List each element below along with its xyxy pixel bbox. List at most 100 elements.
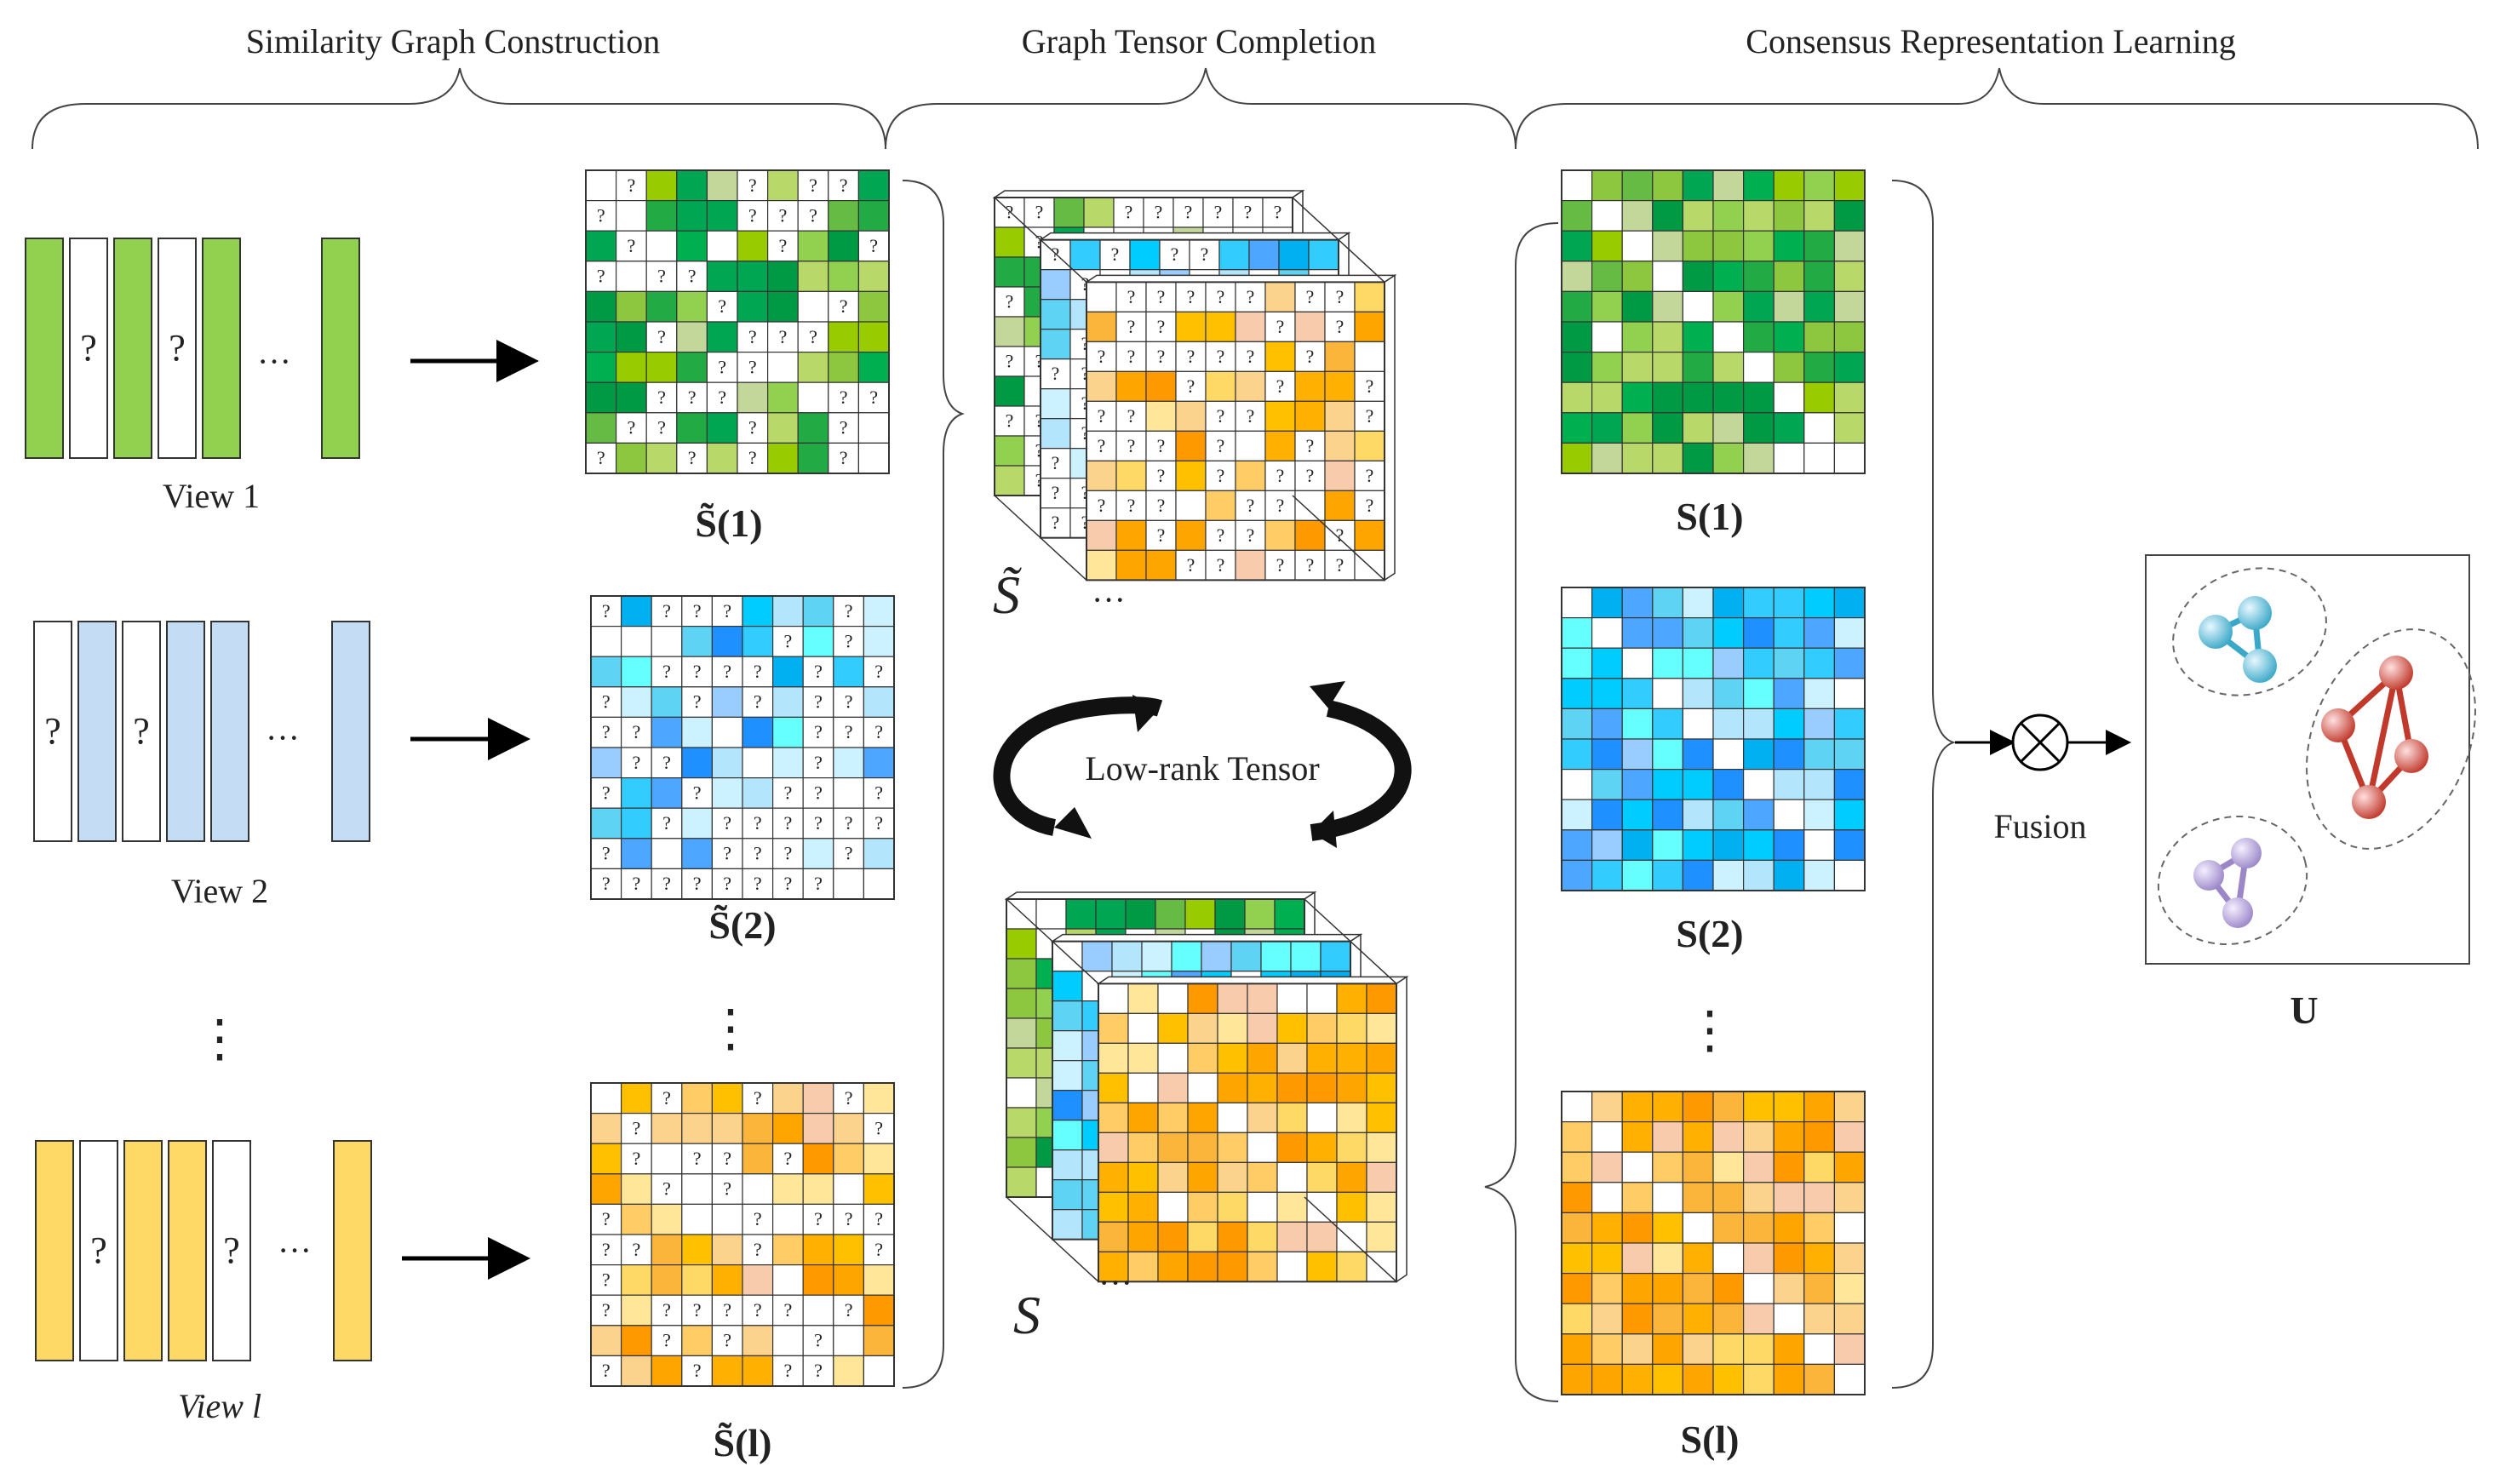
missing-mark: ? xyxy=(814,812,823,834)
matrix-cell xyxy=(1803,738,1836,771)
matrix-cell xyxy=(1742,829,1774,861)
matrix-cell xyxy=(1098,1072,1129,1103)
matrix-cell xyxy=(828,200,859,232)
matrix-cell xyxy=(1803,1363,1836,1395)
matrix-cell xyxy=(1742,587,1774,619)
matrix-cell xyxy=(1682,829,1714,861)
missing-cell xyxy=(833,625,864,657)
matrix-cell xyxy=(1127,1012,1159,1044)
matrix-cell xyxy=(1652,738,1684,771)
missing-mark: ? xyxy=(809,326,817,347)
matrix-cell xyxy=(1621,829,1654,861)
missing-cell xyxy=(1023,197,1055,228)
matrix-cell xyxy=(711,1263,743,1296)
slab-side-face xyxy=(1384,273,1396,582)
matrix-cell xyxy=(1306,983,1338,1014)
missing-mark: ? xyxy=(874,721,883,742)
missing-mark: ? xyxy=(754,812,762,834)
missing-mark: ? xyxy=(1127,347,1136,367)
matrix-cell xyxy=(1833,230,1866,262)
matrix-cell xyxy=(742,1355,774,1387)
matrix-cell xyxy=(1773,1212,1805,1244)
missing-cell xyxy=(590,1294,622,1326)
matrix-cell xyxy=(766,381,799,414)
matrix-cell xyxy=(1803,169,1836,202)
missing-cell xyxy=(833,716,864,748)
missing-mark: ? xyxy=(840,447,848,468)
slab-top-face xyxy=(1004,891,1317,900)
matrix-cell xyxy=(651,838,683,869)
missing-cell xyxy=(1294,341,1326,372)
matrix-cell xyxy=(802,625,834,657)
missing-cell xyxy=(802,656,834,688)
matrix-cell xyxy=(1235,549,1266,581)
matrix-cell xyxy=(1217,1102,1248,1133)
missing-mark: ? xyxy=(1217,436,1225,456)
matrix-cell xyxy=(797,290,829,323)
matrix-cell xyxy=(1217,1221,1248,1252)
matrix-cell xyxy=(1621,230,1654,262)
matrix-cell xyxy=(1621,200,1654,232)
missing-mark: ? xyxy=(1306,347,1315,367)
missing-cell xyxy=(676,442,708,474)
matrix-cell xyxy=(1803,829,1836,861)
slab-side-face xyxy=(1396,975,1408,1283)
missing-mark: ? xyxy=(869,387,878,408)
matrix-cell xyxy=(1621,1242,1654,1275)
missing-mark: ? xyxy=(845,600,853,622)
matrix-cell xyxy=(1682,290,1714,323)
missing-mark: ? xyxy=(1274,203,1282,223)
missing-mark: ? xyxy=(657,326,666,347)
matrix-cell xyxy=(681,838,713,869)
matrix-cell xyxy=(1682,859,1714,891)
missing-mark: ? xyxy=(1127,317,1136,337)
missing-mark: ? xyxy=(133,710,150,752)
missing-mark: ? xyxy=(597,204,605,226)
matrix-cell xyxy=(585,230,617,262)
matrix-cell xyxy=(1833,738,1866,771)
complete-graph-1 xyxy=(1561,169,1866,474)
matrix-cell xyxy=(771,1082,804,1114)
matrix-cell xyxy=(706,442,738,474)
matrix-cell xyxy=(1175,400,1207,432)
matrix-cell xyxy=(711,776,743,809)
matrix-cell xyxy=(766,290,799,323)
missing-mark: ? xyxy=(784,873,793,894)
missing-mark: ? xyxy=(1127,436,1136,456)
missing-mark: ? xyxy=(1157,466,1166,486)
matrix-cell xyxy=(802,1173,834,1206)
matrix-cell xyxy=(1742,738,1774,771)
matrix-cell xyxy=(1052,1120,1083,1151)
complete-graph-2-label: S(2) xyxy=(1676,912,1743,955)
matrix-cell xyxy=(833,776,864,809)
matrix-cell xyxy=(1053,197,1085,228)
matrix-cell xyxy=(1682,321,1714,353)
matrix-cell xyxy=(706,230,738,262)
matrix-cell xyxy=(711,716,743,748)
matrix-cell xyxy=(1561,1182,1593,1214)
matrix-cell xyxy=(1276,1161,1308,1193)
missing-cell xyxy=(645,321,678,353)
missing-cell xyxy=(742,1294,774,1326)
matrix-cell xyxy=(1682,412,1714,444)
missing-mark: ? xyxy=(1247,496,1255,516)
matrix-cell xyxy=(1712,321,1745,353)
matrix-cell xyxy=(620,1263,652,1296)
views-vertical-dots: ⋮ xyxy=(194,1011,245,1067)
missing-cell xyxy=(802,807,834,839)
matrix-cell xyxy=(1652,859,1684,891)
missing-mark: ? xyxy=(1081,483,1090,503)
section-title-consensus: Consensus Representation Learning xyxy=(1746,22,2235,60)
matrix-cell xyxy=(1561,1212,1593,1244)
matrix-cell xyxy=(1217,1132,1248,1163)
missing-cell xyxy=(1264,490,1296,521)
matrix-cell xyxy=(1157,1221,1189,1252)
matrix-cell xyxy=(1561,1363,1593,1395)
tensor-edge xyxy=(1292,495,1385,581)
matrix-cell xyxy=(1187,1251,1218,1282)
matrix-cell xyxy=(1591,1120,1623,1153)
matrix-cell xyxy=(1366,1221,1397,1252)
matrix-cell xyxy=(1682,678,1714,709)
missing-mark: ? xyxy=(874,782,883,803)
matrix-cell xyxy=(797,442,829,474)
